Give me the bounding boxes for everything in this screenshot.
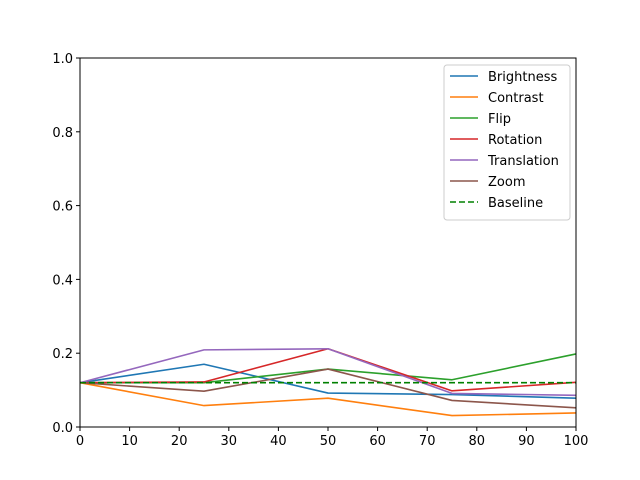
x-tick-label: 30 (221, 434, 238, 449)
y-axis: 0.0 0.2 0.4 0.6 0.8 1.0 (52, 52, 80, 436)
x-tick-label: 90 (518, 434, 535, 449)
legend-label: Baseline (488, 196, 543, 211)
y-tick-label: 0.2 (52, 347, 73, 362)
y-tick-label: 0.8 (52, 126, 73, 141)
series-line-translation (79, 347, 577, 397)
x-tick-label: 70 (419, 434, 436, 449)
y-tick-label: 0.0 (52, 421, 73, 436)
legend-label: Brightness (488, 70, 557, 85)
series-layer (79, 347, 577, 417)
x-tick-label: 20 (171, 434, 188, 449)
legend-label: Zoom (488, 175, 525, 190)
x-tick-label: 60 (369, 434, 386, 449)
series-line-brightness (79, 363, 577, 400)
legend-label: Rotation (488, 133, 542, 148)
y-tick-label: 0.4 (52, 273, 73, 288)
x-tick-label: 40 (270, 434, 287, 449)
series-line-contrast (79, 381, 577, 417)
series-line-zoom (79, 368, 577, 409)
x-tick-label: 100 (564, 434, 589, 449)
y-tick-label: 1.0 (52, 52, 73, 67)
legend-label: Flip (488, 112, 511, 127)
legend-label: Translation (487, 154, 559, 169)
y-tick-label: 0.6 (52, 200, 73, 215)
x-tick-label: 0 (76, 434, 84, 449)
x-tick-label: 50 (320, 434, 337, 449)
x-tick-label: 10 (121, 434, 138, 449)
legend-label: Contrast (488, 91, 544, 106)
x-tick-label: 80 (469, 434, 486, 449)
x-axis: 0 10 20 30 40 50 60 70 80 90 100 (76, 427, 589, 449)
legend: Brightness Contrast Flip Rotation Translatio… (443, 64, 571, 221)
